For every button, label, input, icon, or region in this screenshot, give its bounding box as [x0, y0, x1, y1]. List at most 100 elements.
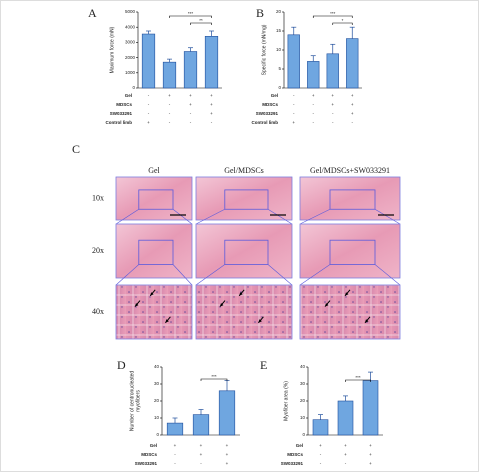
zoom-box — [138, 189, 174, 210]
significance-label: ** — [199, 18, 203, 23]
bar — [166, 422, 184, 436]
error-bar — [330, 43, 336, 54]
table-cell: + — [226, 461, 229, 466]
table-cell: + — [312, 93, 315, 98]
zoom-line — [115, 208, 139, 225]
table-cell: + — [210, 93, 213, 98]
table-row-label: SW033291 — [281, 461, 304, 466]
bar — [141, 33, 156, 89]
table-cell: - — [174, 461, 176, 466]
table-cell: - — [293, 93, 295, 98]
table-cell: - — [332, 120, 334, 125]
table-cell: + — [344, 443, 347, 448]
table-cell: + — [226, 443, 229, 448]
table-cell: - — [190, 120, 192, 125]
bar — [218, 390, 236, 436]
bar — [287, 34, 300, 89]
micrograph — [195, 223, 293, 279]
micrograph — [299, 176, 401, 221]
error-bar — [146, 30, 151, 35]
significance-label: * — [342, 18, 344, 23]
arrow-head — [135, 303, 139, 307]
table-row-label: MDSCs — [141, 452, 157, 457]
error-bar — [209, 30, 214, 37]
table-cell: + — [210, 102, 213, 107]
table-cell: - — [148, 102, 150, 107]
zoom-line — [267, 264, 293, 286]
table-cell: - — [148, 111, 150, 116]
significance-bracket — [345, 379, 371, 382]
error-bar — [318, 414, 323, 420]
y-axis-label: Maximum force (mN) — [109, 26, 115, 73]
micrograph — [115, 284, 193, 340]
zoom-line — [267, 208, 293, 225]
bar — [362, 380, 379, 436]
table-cell: - — [169, 102, 171, 107]
table-row-label: Control limb — [106, 120, 133, 125]
micrograph — [299, 284, 401, 340]
bar — [312, 419, 329, 436]
table-cell: - — [174, 452, 176, 457]
row-label: 20x — [92, 246, 104, 255]
y-tick-label: 40 — [300, 364, 306, 369]
table-cell: - — [345, 461, 347, 466]
y-tick-label: 5000 — [125, 9, 136, 14]
table-cell: - — [293, 111, 295, 116]
column-label: Gel — [148, 166, 160, 175]
micrograph — [299, 223, 401, 279]
table-cell: - — [320, 461, 322, 466]
table-row-label: Gel — [271, 93, 278, 98]
table-row-label: Gel — [150, 443, 157, 448]
micrograph — [195, 176, 293, 221]
table-cell: + — [351, 93, 354, 98]
error-bar — [167, 58, 172, 63]
error-bar — [198, 409, 204, 415]
arrow-head — [365, 319, 369, 323]
table-cell: - — [352, 120, 354, 125]
error-bar — [349, 26, 355, 39]
table-cell: + — [189, 93, 192, 98]
table-cell: + — [369, 452, 372, 457]
zoom-line — [115, 264, 140, 286]
bar — [183, 51, 198, 89]
y-axis-label: Number of centronucleated — [129, 371, 135, 432]
arrow-head — [258, 319, 262, 323]
zoom-line — [374, 264, 401, 286]
table-cell: + — [174, 443, 177, 448]
arrow-head — [345, 292, 349, 296]
table-cell: - — [313, 120, 315, 125]
zoom-box — [329, 239, 376, 265]
panel-letter: D — [117, 358, 126, 372]
error-bar — [291, 26, 297, 35]
table-cell: + — [351, 102, 354, 107]
table-row-label: SW033291 — [256, 111, 279, 116]
bar — [326, 53, 339, 89]
micrograph — [115, 223, 193, 279]
y-tick-label: 4000 — [125, 24, 136, 29]
significance-bracket — [169, 15, 212, 18]
arrow-head — [325, 303, 329, 307]
column-label: Gel/MDSCs+SW033291 — [310, 166, 390, 175]
y-tick-label: 20 — [300, 398, 306, 403]
table-row-label: SW033291 — [110, 111, 133, 116]
error-bar — [172, 417, 178, 424]
zoom-line — [195, 264, 225, 286]
significance-label: *** — [330, 11, 336, 16]
table-row-label: MDSCs — [287, 452, 303, 457]
histology-grid: Gel Gel/MDSCs Gel/MDSCs+SW033291 10x 20x 40x — [92, 166, 401, 340]
table-cell: + — [351, 111, 354, 116]
row-label: 40x — [92, 307, 104, 316]
table-cell: - — [332, 111, 334, 116]
row-label: 10x — [92, 193, 104, 202]
zoom-box — [224, 189, 269, 210]
y-tick-label: 20 — [276, 9, 282, 14]
table-cell: + — [147, 120, 150, 125]
y-tick-label: 20 — [154, 398, 160, 403]
y-tick-label: 10 — [276, 47, 282, 52]
zoom-line — [374, 208, 401, 225]
table-cell: + — [200, 452, 203, 457]
table-row-label: SW033291 — [135, 461, 158, 466]
table-cell: + — [319, 443, 322, 448]
y-axis-label: myofibers — [135, 390, 141, 412]
